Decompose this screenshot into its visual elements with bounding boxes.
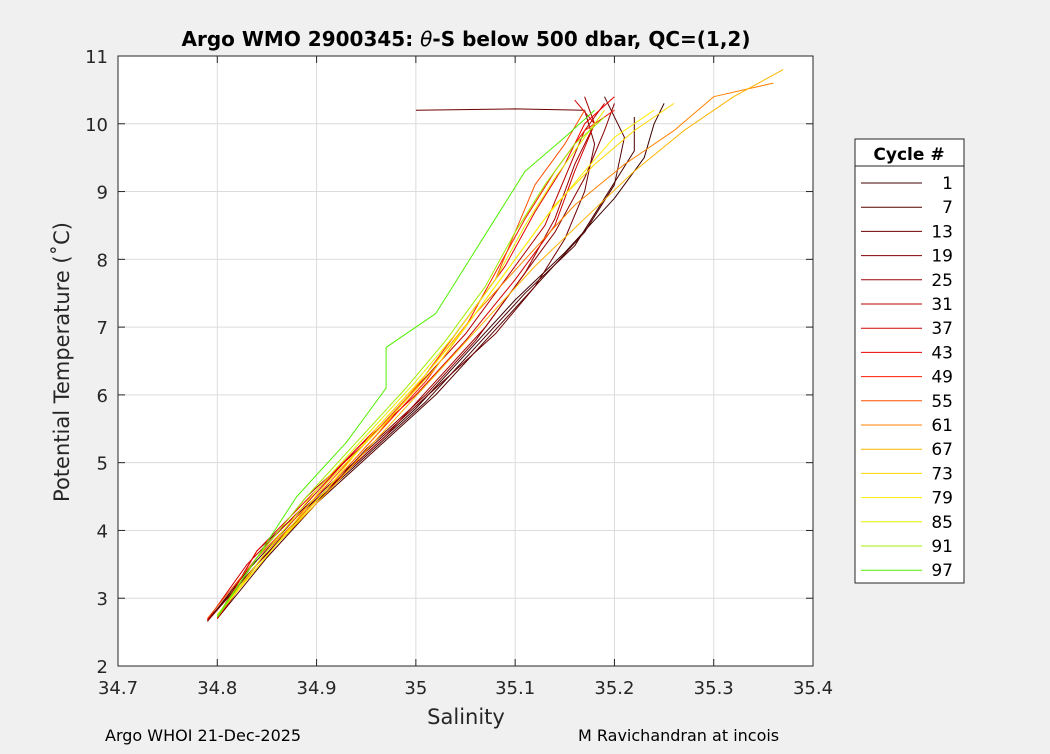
legend-title: Cycle # [873, 145, 944, 165]
title-suffix: -S below 500 dbar, QC=(1,2) [432, 27, 750, 51]
y-tick-label: 6 [97, 386, 108, 407]
y-tick-label: 8 [97, 250, 108, 271]
x-tick-label: 35.4 [793, 678, 833, 699]
y-tick-label: 9 [97, 183, 108, 204]
series-lines [206, 69, 784, 622]
legend-label: 13 [931, 222, 953, 242]
x-tick-label: 35 [404, 678, 427, 699]
footer-right: M Ravichandran at incois [578, 726, 779, 745]
y-tick-label: 7 [97, 318, 108, 339]
x-tick-label: 34.8 [197, 678, 237, 699]
legend-label: 55 [931, 392, 953, 412]
legend-label: 43 [931, 343, 953, 363]
legend-label: 79 [931, 489, 953, 509]
y-tick-label: 11 [85, 47, 108, 68]
title-theta: θ [420, 27, 432, 51]
series-line-12 [216, 69, 784, 616]
x-tick-label: 34.7 [98, 678, 138, 699]
y-ticks: 2 3 4 5 6 7 8 9 10 11 [85, 47, 813, 678]
x-tick-label: 35.3 [694, 678, 734, 699]
legend-label: 25 [931, 271, 953, 291]
legend-label: 19 [931, 247, 953, 267]
y-axis-label: Potential Temperature (˚C) [50, 222, 74, 502]
legend-label: 1 [942, 174, 953, 194]
legend-label: 97 [931, 561, 953, 581]
legend-label: 67 [931, 440, 953, 460]
legend-label: 31 [931, 295, 953, 315]
legend-label: 7 [942, 198, 953, 218]
legend-label: 49 [931, 368, 953, 388]
y-tick-label: 5 [97, 454, 108, 475]
x-tick-label: 34.9 [297, 678, 337, 699]
legend-entries: 1 7 13 19 25 31 37 43 49 55 61 67 73 79 85 91 97 [861, 174, 953, 581]
legend-label: 91 [931, 537, 953, 557]
legend-label: 61 [931, 416, 953, 436]
legend-label: 37 [931, 319, 953, 339]
title-prefix: Argo WMO 2900345: [182, 27, 421, 51]
legend-label: 85 [931, 513, 953, 533]
series-line-2 [216, 96, 625, 619]
series-line-15 [216, 109, 605, 617]
y-tick-label: 4 [97, 521, 108, 542]
y-tick-label: 3 [97, 589, 108, 610]
series-line-16 [216, 116, 605, 617]
x-tick-label: 35.2 [594, 678, 634, 699]
chart-title: Argo WMO 2900345: θ-S below 500 dbar, QC… [182, 27, 751, 51]
series-line-7 [206, 99, 596, 621]
x-axis-label: Salinity [427, 705, 505, 729]
x-tick-label: 35.1 [495, 678, 535, 699]
legend-box [854, 138, 965, 584]
y-tick-label: 2 [97, 657, 108, 678]
y-tick-label: 10 [85, 115, 108, 136]
legend-label: 73 [931, 464, 953, 484]
series-line-17 [216, 109, 595, 618]
plot-area-border [117, 55, 814, 667]
series-line-14 [216, 109, 655, 615]
footer-left: Argo WHOI 21-Dec-2025 [105, 726, 301, 745]
x-ticks: 34.7 34.8 34.9 35 35.1 35.2 35.3 35.4 [98, 56, 833, 699]
legend: Cycle # 1 7 13 19 25 31 37 43 49 55 61 67 73 79 85 91 97 [854, 138, 965, 584]
